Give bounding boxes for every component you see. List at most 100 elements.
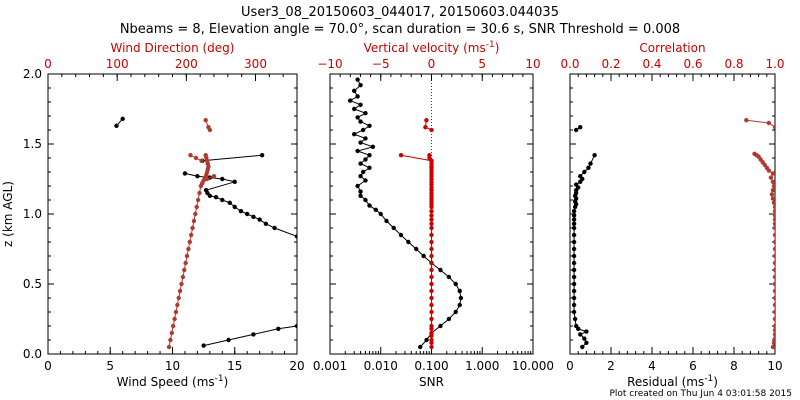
series-0-point <box>358 189 363 194</box>
series-0-point <box>588 161 593 166</box>
footer-note: Plot created on Thu Jun 4 03:01:58 2015 <box>609 389 792 399</box>
series-0-point <box>347 98 353 103</box>
series-0-point <box>358 161 363 166</box>
series-1-point <box>772 217 775 222</box>
y-tick-label: 1.0 <box>23 207 42 221</box>
x-top-tick-label: 0.4 <box>642 57 661 71</box>
series-0-point <box>358 174 363 179</box>
series-0-point <box>378 211 383 217</box>
series-1-point <box>744 118 749 123</box>
series-1-point <box>772 274 775 280</box>
series-0-point <box>220 197 225 203</box>
series-1-point <box>207 127 213 133</box>
series-1-point <box>188 153 193 158</box>
x-bottom-axis-label: SNR <box>419 375 444 389</box>
series-0-point <box>367 165 372 170</box>
x-bottom-tick-label: 0.001 <box>313 359 347 373</box>
series-0-line <box>116 118 297 347</box>
x-bottom-tick-label: 10.000 <box>512 359 554 373</box>
series-0-point <box>201 343 206 348</box>
series-1-point <box>197 190 202 196</box>
series-0-point <box>227 200 232 205</box>
series-1-point <box>772 260 775 266</box>
series-0-point <box>232 204 237 210</box>
x-top-tick-label: 300 <box>244 57 267 71</box>
series-0-point <box>446 316 452 322</box>
x-top-axis-label-text: Wind Direction (deg) <box>111 41 235 55</box>
series-0-point <box>584 329 589 334</box>
x-top-axis-label: Vertical velocity (ms-1) <box>364 40 500 55</box>
x-top-tick-label: 1.0 <box>765 57 784 71</box>
series-1-point <box>195 197 201 203</box>
panel-residual: 0 2 4 6 8 10 Residual (ms-1) 0.0 0.2 0.4 0.6 0.8 1.0… <box>560 41 784 389</box>
series-0-point <box>263 221 269 226</box>
series-0-point <box>453 309 458 315</box>
series-0-point <box>571 281 577 287</box>
series-1-point <box>203 153 208 158</box>
series-1-point <box>173 309 179 315</box>
x-bottom-tick-label: 10 <box>165 359 180 373</box>
series-0-point <box>203 188 209 193</box>
series-0-point <box>367 123 372 128</box>
x-top-axis-label-end: ) <box>495 41 500 55</box>
series-1-point <box>770 171 775 176</box>
series-0-point <box>571 213 577 218</box>
series-0-point <box>352 132 357 137</box>
series-1-point <box>769 192 775 197</box>
x-top-tick-label: 0.2 <box>601 57 620 71</box>
x-bottom-tick-label: 0 <box>44 359 52 373</box>
series-0-point <box>367 153 372 158</box>
x-bottom-tick-label: 5 <box>106 359 114 373</box>
series-0-point <box>571 225 577 231</box>
series-0-point <box>571 288 577 294</box>
series-0-line <box>573 126 596 348</box>
series-0-point <box>226 337 231 343</box>
series-0-point <box>573 323 579 329</box>
series-0-point <box>406 239 411 245</box>
series-1-point <box>772 125 775 130</box>
series-1-point <box>770 179 775 184</box>
series-1-point <box>190 225 195 231</box>
series-1-point <box>429 281 434 287</box>
series-1-point <box>176 295 181 301</box>
series-0-point <box>571 232 577 238</box>
series-1-point <box>193 211 198 217</box>
series-1-point <box>772 204 775 210</box>
y-tick-label: 0.0 <box>23 347 42 361</box>
series-1-point <box>429 158 434 163</box>
series-0-point <box>573 127 579 133</box>
series-1-point <box>429 323 434 329</box>
title-line-2: Nbeams = 8, Elevation angle = 70.0°, sca… <box>120 22 680 37</box>
series-0-point <box>213 195 219 200</box>
x-bottom-axis-label-text: Residual (ms <box>627 375 704 389</box>
x-bottom-tick-label: 10 <box>767 359 782 373</box>
x-bottom-tick-label: 0 <box>566 359 574 373</box>
series-1-point <box>182 267 187 273</box>
x-bottom-tick-label: 15 <box>227 359 242 373</box>
x-bottom-axis-label-end: ) <box>713 375 718 389</box>
series-0-point <box>272 225 277 231</box>
x-top-tick-label: 0 <box>44 57 52 71</box>
series-1-point <box>766 120 772 126</box>
series-0-point <box>363 157 368 162</box>
series-0-point <box>571 239 577 245</box>
series-0-point <box>220 176 225 182</box>
series-1-point <box>429 225 434 231</box>
series-0-point <box>571 217 577 222</box>
series-0-point <box>245 211 250 217</box>
series-0-point <box>355 183 360 189</box>
series-1-point <box>169 330 175 336</box>
x-top-axis-label: Wind Direction (deg) <box>111 41 235 55</box>
plot-data <box>571 118 775 350</box>
series-0-point <box>457 302 462 308</box>
series-1-point <box>429 288 434 294</box>
x-top-axis-label-text: Vertical velocity (ms <box>364 41 486 55</box>
x-top-tick-label: 0.6 <box>683 57 702 71</box>
series-1-point <box>772 239 775 245</box>
x-bottom-axis-label-sup: -1 <box>215 374 224 384</box>
series-0-point <box>571 253 577 259</box>
series-1-point <box>771 200 775 205</box>
x-bottom-axis-label-text: Wind Speed (ms <box>117 375 215 389</box>
series-1-point <box>180 274 186 280</box>
